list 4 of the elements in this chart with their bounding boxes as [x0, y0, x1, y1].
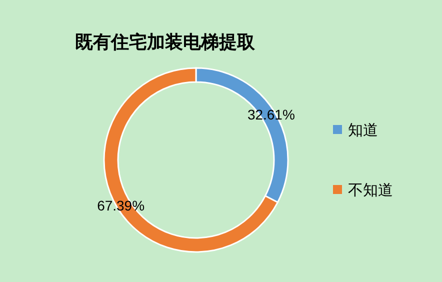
data-label: 32.61% — [247, 106, 295, 122]
legend-label: 知道 — [348, 122, 378, 139]
chart-title: 既有住宅加装电梯提取 — [75, 32, 256, 53]
legend-label: 不知道 — [348, 182, 393, 199]
